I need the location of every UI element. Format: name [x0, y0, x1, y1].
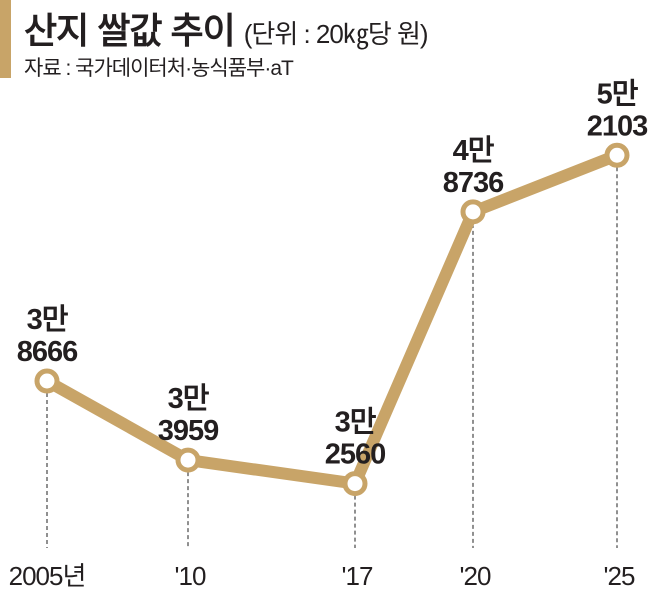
data-point [604, 142, 630, 168]
data-label-bottom: 2560 [325, 439, 386, 471]
data-label-top: 3만 [27, 303, 69, 336]
x-tick-label: '25 [604, 561, 635, 591]
title-text: 산지 쌀값 추이 [24, 10, 236, 51]
data-label-bottom: 3959 [158, 415, 219, 447]
data-label-top: 5만 [597, 77, 639, 110]
data-label-top: 3만 [168, 382, 210, 415]
data-label-bottom: 2103 [587, 110, 648, 142]
x-tick-label: '10 [175, 561, 206, 591]
data-label-top: 4만 [453, 134, 495, 167]
unit-label: (단위 : 20㎏당 원) [243, 19, 429, 49]
data-label-bottom: 8666 [17, 336, 78, 368]
data-label-top: 3만 [335, 406, 377, 439]
title-accent-bar [0, 0, 11, 78]
source-label: 자료 : 국가데이터처·농식품부·aT [24, 57, 294, 80]
data-point [175, 447, 201, 473]
data-label-bottom: 8736 [443, 167, 504, 199]
data-point [460, 199, 486, 225]
x-tick-label: '20 [460, 561, 491, 591]
data-point [34, 368, 60, 394]
chart-title: 산지 쌀값 추이 (단위 : 20㎏당 원) [24, 2, 429, 54]
x-tick-label: 2005년 [9, 561, 86, 591]
series-line [44, 149, 620, 490]
data-point [342, 471, 368, 497]
x-tick-label: '17 [342, 561, 373, 591]
